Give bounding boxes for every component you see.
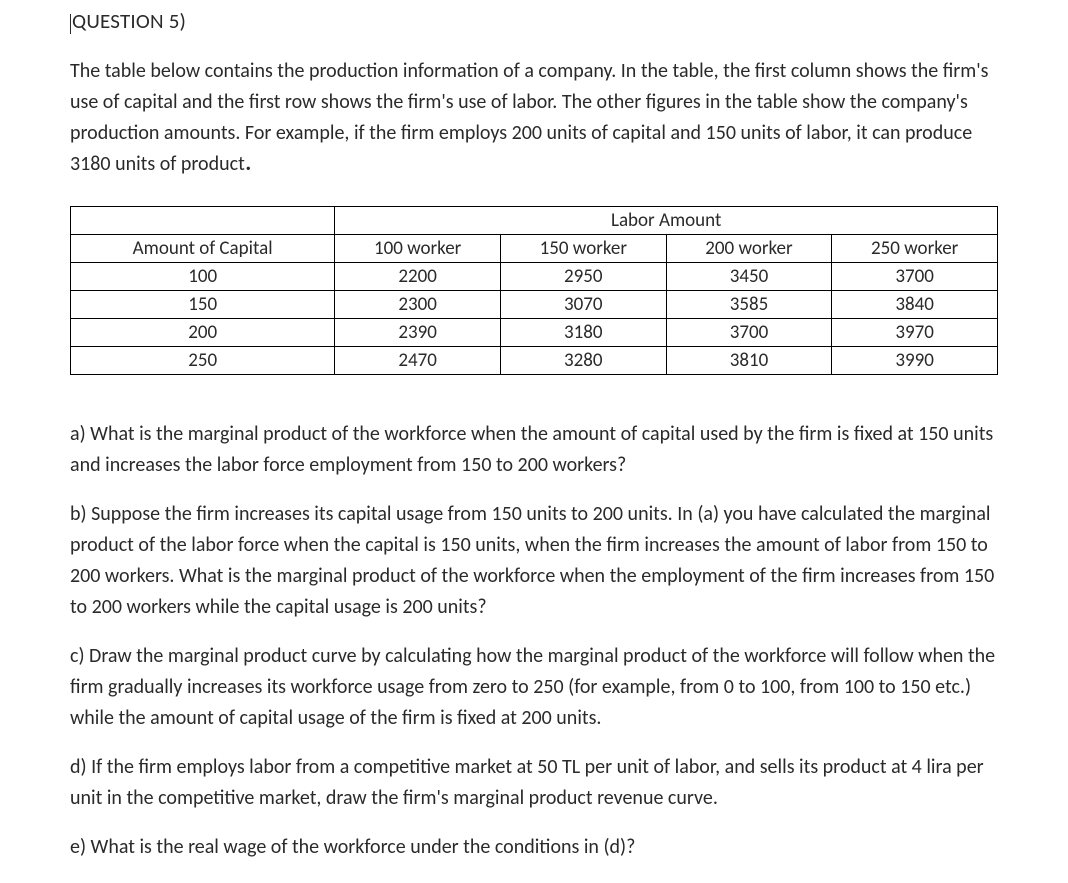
part-c: c) Draw the marginal product curve by ca… bbox=[70, 641, 998, 734]
part-e: e) What is the real wage of the workforc… bbox=[70, 832, 998, 863]
row-header: 250 bbox=[71, 347, 335, 375]
intro-text: The table below contains the production … bbox=[70, 59, 989, 176]
capital-header: Amount of Capital bbox=[71, 235, 335, 263]
table-row: 200 2390 3180 3700 3970 bbox=[71, 319, 998, 347]
col-header: 100 worker bbox=[335, 235, 501, 263]
cell: 3070 bbox=[500, 291, 666, 319]
part-a: a) What is the marginal product of the w… bbox=[70, 419, 998, 481]
cell: 2200 bbox=[335, 263, 501, 291]
cell: 3970 bbox=[832, 319, 998, 347]
part-b: b) Suppose the firm increases its capita… bbox=[70, 499, 998, 623]
page-root: QUESTION 5) The table below contains the… bbox=[0, 0, 1068, 883]
production-table: Labor Amount Amount of Capital 100 worke… bbox=[70, 206, 998, 375]
table-row: 150 2300 3070 3585 3840 bbox=[71, 291, 998, 319]
cell: 3450 bbox=[666, 263, 832, 291]
row-header: 200 bbox=[71, 319, 335, 347]
question-title: QUESTION 5) bbox=[70, 8, 998, 34]
cell: 3585 bbox=[666, 291, 832, 319]
col-header: 250 worker bbox=[832, 235, 998, 263]
table-row-header-1: Labor Amount bbox=[71, 207, 998, 235]
title-text: QUESTION 5) bbox=[72, 8, 186, 34]
period-glyph: . bbox=[245, 143, 252, 178]
row-header: 100 bbox=[71, 263, 335, 291]
cell: 2390 bbox=[335, 319, 501, 347]
cell: 2470 bbox=[335, 347, 501, 375]
cell-empty-topleft bbox=[71, 207, 335, 235]
intro-paragraph: The table below contains the production … bbox=[70, 56, 998, 180]
row-header: 150 bbox=[71, 291, 335, 319]
col-header: 200 worker bbox=[666, 235, 832, 263]
cell: 2950 bbox=[500, 263, 666, 291]
cell: 3700 bbox=[832, 263, 998, 291]
part-d: d) If the firm employs labor from a comp… bbox=[70, 752, 998, 814]
cell: 2300 bbox=[335, 291, 501, 319]
labor-amount-header: Labor Amount bbox=[335, 207, 998, 235]
col-header: 150 worker bbox=[500, 235, 666, 263]
cell: 3990 bbox=[832, 347, 998, 375]
table-row: 250 2470 3280 3810 3990 bbox=[71, 347, 998, 375]
cell: 3840 bbox=[832, 291, 998, 319]
table-row-header-2: Amount of Capital 100 worker 150 worker … bbox=[71, 235, 998, 263]
cell: 3180 bbox=[500, 319, 666, 347]
table-row: 100 2200 2950 3450 3700 bbox=[71, 263, 998, 291]
cell: 3700 bbox=[666, 319, 832, 347]
cell: 3280 bbox=[500, 347, 666, 375]
cell: 3810 bbox=[666, 347, 832, 375]
